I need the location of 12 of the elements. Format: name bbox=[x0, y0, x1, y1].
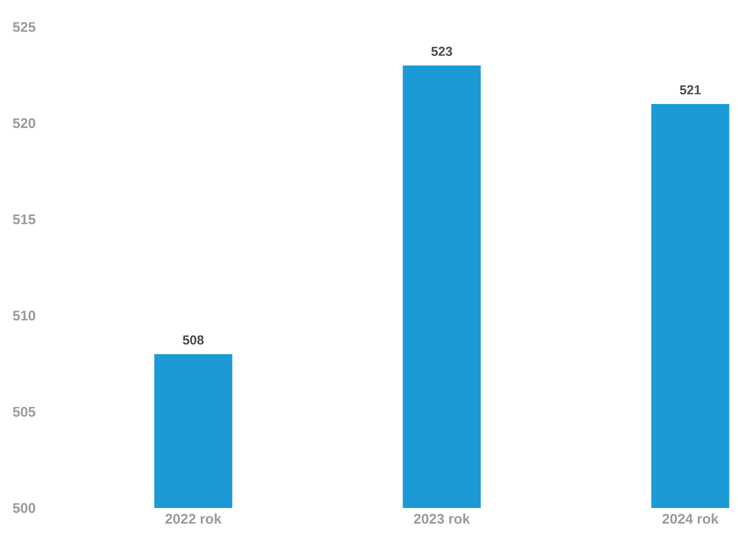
y-tick-label: 525 bbox=[12, 22, 36, 32]
x-tick-label: 2024 rok bbox=[662, 514, 719, 524]
y-tick-label: 505 bbox=[12, 406, 36, 417]
y-tick-label: 520 bbox=[12, 118, 36, 128]
data-label: 523 bbox=[431, 46, 452, 56]
data-label: 521 bbox=[680, 85, 701, 94]
y-tick-label: 510 bbox=[12, 310, 36, 321]
y-tick-label: 515 bbox=[12, 214, 36, 224]
x-tick-label: 2023 rok bbox=[414, 514, 470, 524]
y-tick-label: 500 bbox=[12, 503, 36, 513]
data-label: 508 bbox=[182, 335, 204, 345]
x-tick-label: 2022 rok bbox=[165, 514, 222, 524]
